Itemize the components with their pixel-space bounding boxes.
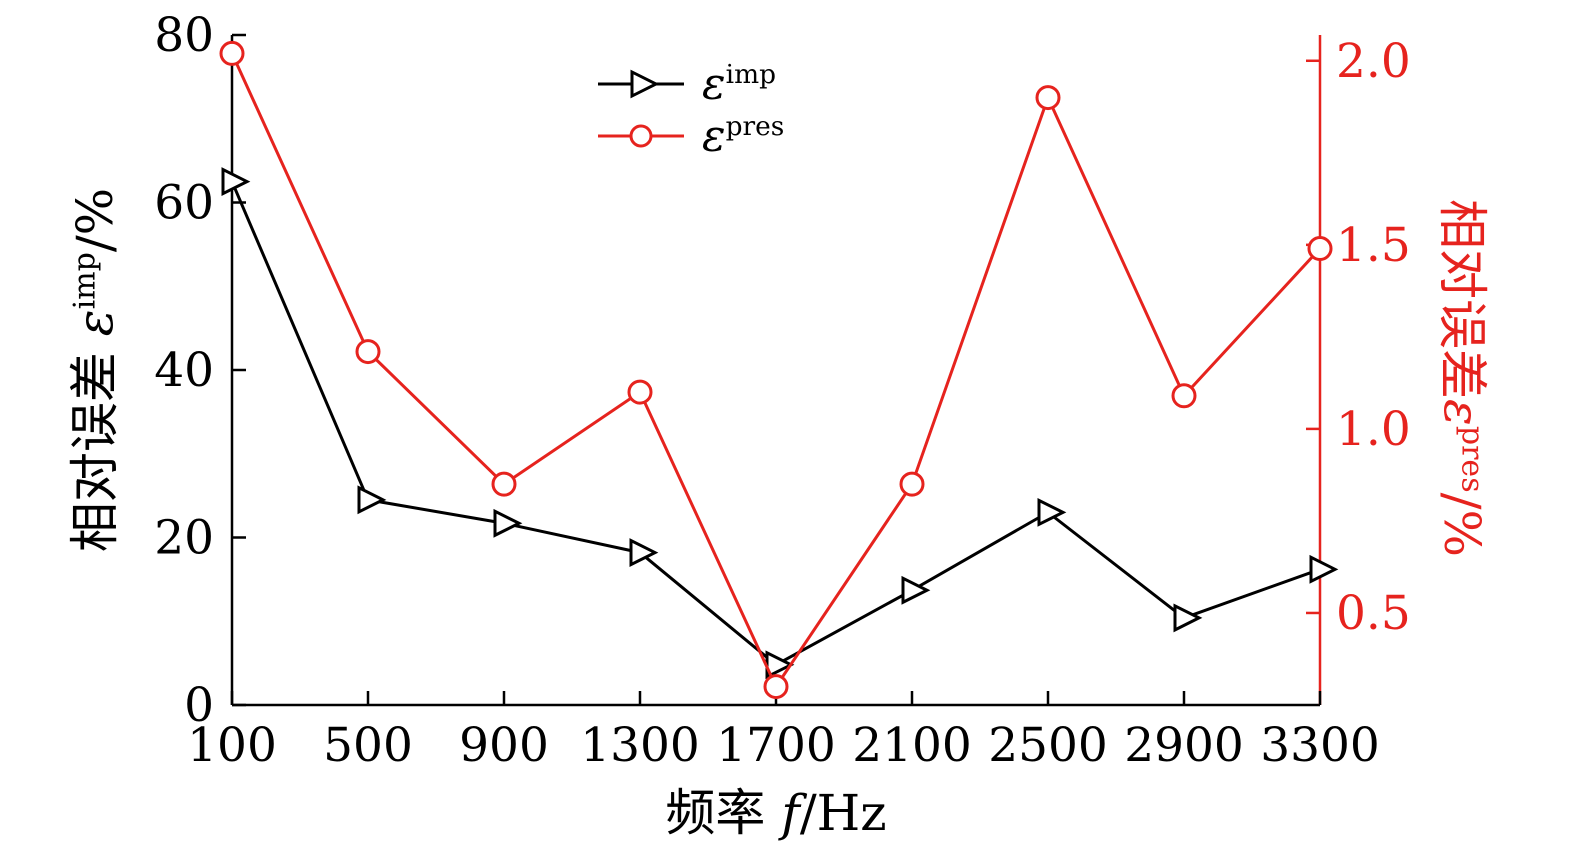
triangle-right-marker-icon	[221, 167, 251, 196]
triangle-right-marker-icon	[1173, 603, 1203, 633]
x-tick-label: 2500	[988, 718, 1108, 773]
right-tick-label: 0.5	[1336, 586, 1411, 641]
right-axis-title-prefix: 相对误差	[1433, 199, 1491, 400]
right-tick-label: 1.5	[1336, 218, 1411, 273]
legend-item-pres: εpres	[598, 110, 784, 162]
epsilon-symbol: ε	[702, 110, 726, 162]
circle-marker-icon	[1035, 85, 1061, 111]
x-axis-title-prefix: 频率	[665, 784, 782, 842]
triangle-right-marker-icon	[629, 538, 659, 568]
circle-marker-icon	[899, 471, 925, 497]
triangle-right-marker-icon	[598, 69, 684, 99]
x-tick-label: 2100	[852, 718, 972, 773]
x-tick-label: 1300	[580, 718, 700, 773]
circle-marker-icon	[219, 40, 245, 66]
left-axis-title-sup: imp	[67, 252, 103, 310]
circle-marker-icon	[1171, 383, 1197, 409]
left-axis-title-prefix: 相对误差	[66, 336, 124, 553]
circle-marker-icon	[763, 674, 789, 700]
left-tick-label: 80	[154, 8, 214, 63]
legend: εimp εpres	[598, 58, 784, 162]
left-tick-label: 0	[184, 678, 214, 733]
left-tick-label: 60	[154, 176, 214, 231]
left-axis-title: 相对误差 εimp/%	[66, 188, 124, 552]
legend-sup-imp: imp	[725, 58, 776, 90]
legend-item-imp: εimp	[598, 58, 784, 110]
x-tick-label: 3300	[1260, 718, 1380, 773]
triangle-right-marker-icon	[1309, 554, 1339, 584]
x-tick-label: 100	[187, 718, 277, 773]
f-symbol: f	[781, 784, 800, 842]
x-tick-label: 2900	[1124, 718, 1244, 773]
right-tick-label: 1.0	[1336, 402, 1411, 457]
legend-label-pres: εpres	[702, 110, 785, 159]
epsilon-symbol: ε	[702, 58, 726, 110]
left-tick-label: 40	[154, 343, 214, 398]
left-tick-label: 20	[154, 511, 214, 566]
epsilon-symbol: ε	[66, 309, 124, 337]
right-axis-title-suffix: /%	[1433, 492, 1491, 557]
circle-marker-icon	[598, 124, 684, 148]
triangle-right-marker-icon	[901, 575, 931, 605]
triangle-right-marker-icon	[357, 485, 387, 515]
x-tick-label: 900	[459, 718, 549, 773]
series-line-imp	[230, 180, 1321, 667]
x-tick-label: 500	[323, 718, 413, 773]
circle-marker-icon	[1307, 236, 1333, 262]
epsilon-symbol: ε	[1433, 399, 1491, 426]
circle-marker-icon	[355, 339, 381, 365]
circle-marker-icon	[627, 379, 653, 405]
x-axis-title-suffix: /Hz	[799, 784, 887, 842]
legend-label-imp: εimp	[702, 58, 776, 107]
right-axis-title-sup: pres	[1454, 425, 1490, 493]
right-axis-title: 相对误差εpres/%	[1433, 199, 1491, 557]
circle-marker-icon	[491, 471, 517, 497]
x-tick-label: 1700	[716, 718, 836, 773]
triangle-right-marker-icon	[493, 508, 523, 538]
x-axis-title: 频率 f/Hz	[665, 788, 886, 838]
triangle-right-marker-icon	[1037, 497, 1067, 527]
right-tick-label: 2.0	[1336, 34, 1411, 89]
legend-sup-pres: pres	[725, 110, 785, 142]
left-axis-title-suffix: /%	[66, 187, 124, 253]
